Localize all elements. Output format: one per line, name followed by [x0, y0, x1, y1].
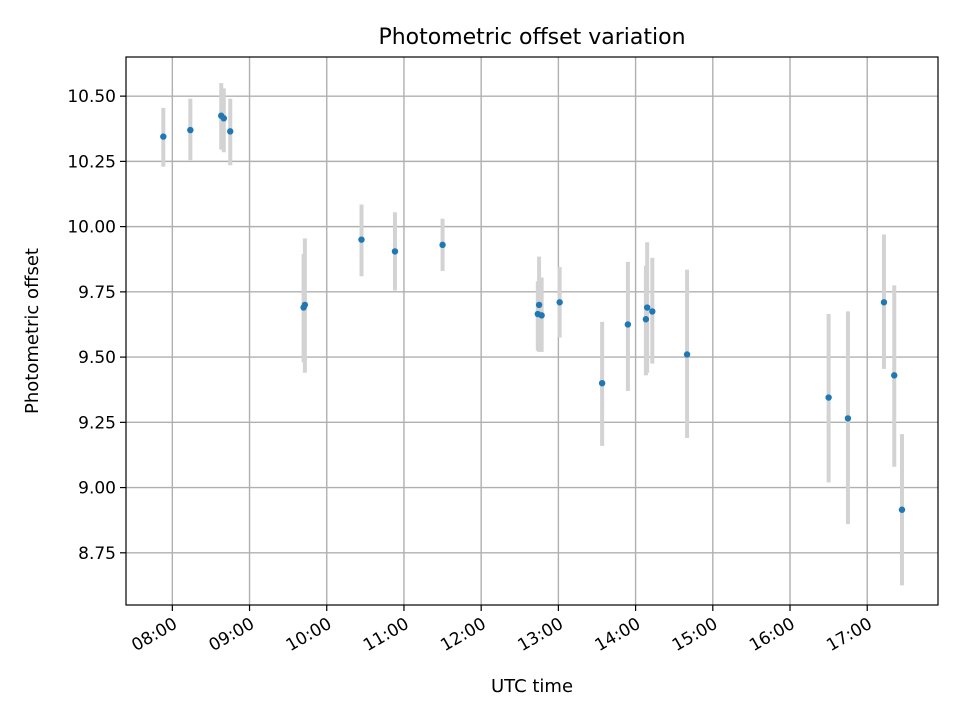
x-tick-label: 12:00 — [437, 614, 489, 656]
data-point — [844, 415, 852, 422]
data-point — [683, 351, 691, 358]
x-tick-label: 10:00 — [283, 614, 335, 656]
y-tick-label: 9.25 — [78, 413, 116, 433]
y-tick-label: 10.25 — [67, 152, 116, 172]
y-tick-label: 8.75 — [78, 544, 116, 564]
x-tick-label: 14:00 — [592, 614, 644, 656]
data-point — [556, 299, 563, 306]
y-tick-label: 9.50 — [78, 348, 116, 368]
data-point — [538, 312, 545, 319]
x-tick-label: 15:00 — [669, 614, 721, 656]
data-point — [898, 506, 906, 513]
y-axis: 8.75 9.00 9.25 9.50 9.75 10.00 10.25 10.50 — [67, 87, 126, 564]
grid — [126, 57, 938, 605]
data-point — [391, 248, 399, 255]
data-point — [643, 304, 651, 311]
y-tick-label: 9.00 — [78, 479, 116, 499]
x-tick-label: 16:00 — [746, 614, 798, 656]
x-tick-label: 09:00 — [206, 614, 258, 656]
data-point — [358, 236, 365, 243]
data-point — [624, 321, 632, 328]
data-point — [880, 299, 888, 306]
data-point — [160, 133, 167, 140]
x-axis: 08:00 09:00 10:00 11:00 12:00 13:00 14:00 15:00… — [128, 605, 876, 656]
data-point — [649, 308, 656, 315]
x-tick-label: 17:00 — [823, 614, 875, 656]
y-tick-label: 9.75 — [78, 283, 116, 303]
data-point — [439, 241, 446, 249]
y-axis-label: Photometric offset — [22, 248, 43, 414]
plot-frame — [125, 56, 939, 606]
data-point — [220, 115, 228, 122]
data-point — [301, 301, 309, 309]
y-tick-label: 10.50 — [67, 87, 116, 107]
data-point — [535, 301, 543, 309]
chart-title: Photometric offset variation — [378, 25, 685, 50]
data-point — [825, 394, 832, 401]
data-point — [598, 379, 606, 387]
x-tick-label: 13:00 — [514, 614, 566, 656]
data-points — [160, 112, 906, 513]
x-axis-label: UTC time — [491, 676, 573, 697]
data-point — [891, 372, 898, 379]
data-point — [642, 316, 650, 323]
y-tick-label: 10.00 — [67, 218, 116, 238]
data-point — [227, 128, 234, 135]
x-tick-label: 11:00 — [360, 614, 412, 656]
error-bars — [161, 83, 904, 586]
data-point — [187, 126, 194, 134]
x-tick-label: 08:00 — [128, 614, 180, 656]
